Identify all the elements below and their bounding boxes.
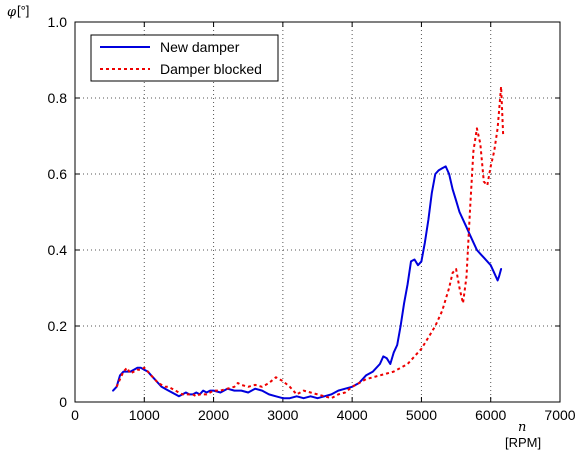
y-axis-symbol: φ: [7, 5, 17, 20]
y-tick-label: 1.0: [48, 14, 68, 30]
legend-box: [90, 34, 279, 82]
x-axis-symbol: n: [518, 420, 526, 435]
y-axis-unit: [°]: [17, 3, 29, 18]
series-line-damper-blocked: [115, 85, 505, 400]
x-tick-label: 3000: [267, 407, 298, 423]
x-tick-label: 1000: [129, 407, 160, 423]
y-tick-label: 0.2: [48, 318, 68, 334]
series-line-new-damper: [112, 165, 503, 400]
x-tick-label: 6000: [475, 407, 506, 423]
legend-label-damper-blocked: Damper blocked: [160, 61, 262, 77]
plot-border: [74, 21, 561, 403]
y-tick-label: 0.4: [48, 242, 68, 258]
y-tick-label: 0.6: [48, 166, 68, 182]
plot-area: [75, 22, 560, 402]
x-axis-unit: [RPM]: [505, 435, 541, 450]
legend-label-new-damper: New damper: [160, 39, 240, 55]
x-tick-label: 2000: [198, 407, 229, 423]
x-tick-label: 7000: [544, 407, 575, 423]
x-tick-label: 0: [71, 407, 79, 423]
y-tick-label: 0: [59, 394, 67, 410]
legend: New damper Damper blocked: [90, 34, 279, 82]
y-tick-label: 0.8: [48, 90, 68, 106]
x-tick-label: 5000: [406, 407, 437, 423]
series-layer: [112, 85, 505, 400]
grid: [75, 22, 560, 402]
x-tick-labels: 0 1000 2000 3000 4000 5000 6000 7000: [71, 407, 576, 423]
y-tick-labels: 0 0.2 0.4 0.6 0.8 1.0: [48, 14, 68, 410]
x-tick-label: 4000: [337, 407, 368, 423]
